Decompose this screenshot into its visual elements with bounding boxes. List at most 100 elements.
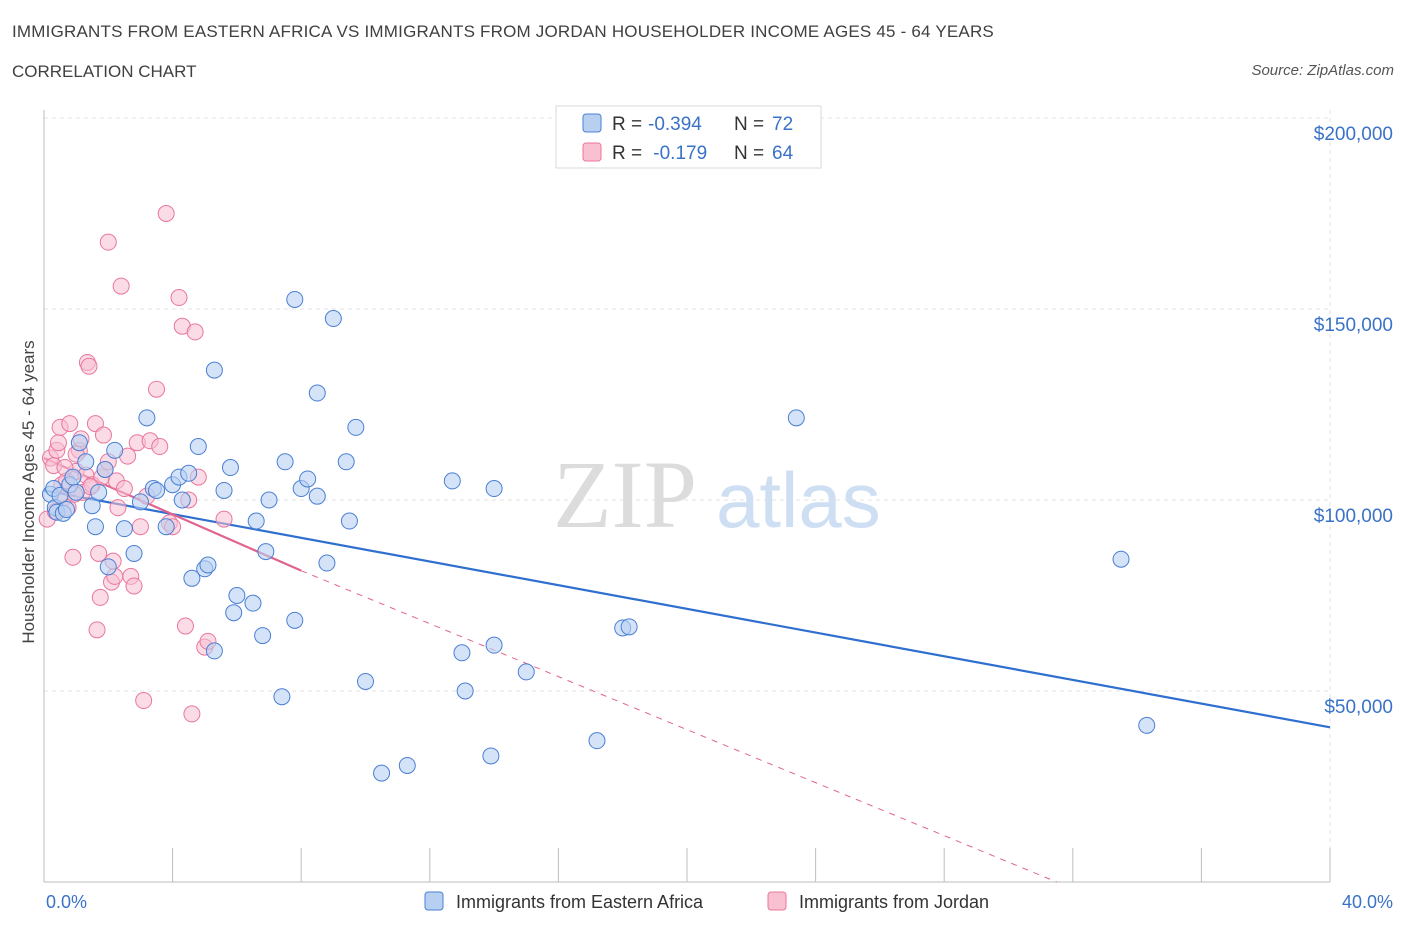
eastern-africa-point — [215, 481, 233, 499]
eastern-africa-point — [260, 491, 278, 509]
jordan-point — [91, 588, 109, 606]
eastern-africa-point — [453, 644, 471, 662]
eastern-africa-point — [308, 487, 326, 505]
legend-swatch-eastern-africa — [424, 891, 444, 911]
eastern-africa-point — [347, 418, 365, 436]
jordan-point — [215, 510, 233, 528]
eastern-africa-point — [131, 493, 149, 511]
series-eastern-africa-points — [41, 290, 1156, 782]
eastern-africa-point — [77, 453, 95, 471]
jordan-point — [135, 692, 153, 710]
x-tick-label: 0.0% — [46, 892, 87, 912]
y-axis-label: Householder Income Ages 45 - 64 years — [19, 340, 38, 643]
eastern-africa-point — [125, 544, 143, 562]
eastern-africa-point — [180, 464, 198, 482]
jordan-point — [131, 518, 149, 536]
eastern-africa-point — [1138, 716, 1156, 734]
x-tick-label: 40.0% — [1342, 892, 1393, 912]
eastern-africa-point — [337, 453, 355, 471]
jordan-point — [157, 205, 175, 222]
y-tick-label: $150,000 — [1314, 315, 1393, 336]
eastern-africa-point — [787, 409, 805, 427]
eastern-africa-point — [286, 290, 304, 308]
eastern-africa-point — [205, 361, 223, 379]
stats-legend-n-label: N = — [734, 143, 764, 164]
watermark-atlas: atlas — [716, 456, 881, 544]
y-tick-label: $200,000 — [1314, 124, 1393, 145]
y-tick-label: $50,000 — [1324, 697, 1393, 718]
jordan-point — [186, 323, 204, 341]
jordan-point — [61, 415, 79, 433]
eastern-africa-point — [286, 611, 304, 629]
eastern-africa-point — [225, 604, 243, 622]
eastern-africa-trend-line — [43, 489, 1331, 729]
stats-legend-r-label: R = — [612, 114, 642, 135]
eastern-africa-point — [588, 732, 606, 750]
eastern-africa-point — [443, 472, 461, 490]
eastern-africa-point — [373, 764, 391, 782]
eastern-africa-point — [340, 512, 358, 530]
jordan-point — [170, 289, 188, 307]
jordan-point — [125, 577, 143, 595]
eastern-africa-point — [199, 556, 217, 574]
stats-legend-n-value: 72 — [772, 114, 793, 135]
jordan-point — [94, 426, 112, 444]
stats-legend-r-value: -0.394 — [648, 114, 702, 135]
eastern-africa-point — [1112, 550, 1130, 568]
eastern-africa-point — [115, 520, 133, 538]
eastern-africa-point — [257, 543, 275, 561]
eastern-africa-point — [221, 459, 239, 477]
eastern-africa-point — [324, 310, 342, 328]
eastern-africa-point — [228, 587, 246, 604]
eastern-africa-point — [456, 682, 474, 700]
eastern-africa-point — [51, 486, 69, 504]
eastern-africa-point — [244, 594, 262, 612]
stats-legend-pink-swatch — [582, 142, 602, 162]
eastern-africa-point — [485, 636, 503, 654]
jordan-point — [109, 499, 127, 517]
x-tick-labels: 0.0% 40.0% — [46, 892, 1393, 912]
eastern-africa-point — [485, 480, 503, 498]
jordan-point — [64, 548, 82, 566]
legend-label-jordan: Immigrants from Jordan — [799, 892, 989, 912]
eastern-africa-point — [138, 409, 156, 427]
eastern-africa-point — [299, 470, 317, 488]
eastern-africa-point — [357, 672, 374, 690]
eastern-africa-point — [482, 747, 500, 765]
jordan-point — [49, 434, 67, 452]
stats-legend: R = -0.394 N = 72 R = -0.179 N = 64 — [555, 105, 822, 169]
eastern-africa-point — [183, 569, 201, 587]
eastern-africa-point — [247, 512, 265, 530]
watermark-zip: ZIP — [553, 441, 697, 548]
eastern-africa-point — [58, 501, 76, 519]
jordan-trend-extension — [301, 570, 1057, 883]
jordan-point — [176, 617, 194, 635]
eastern-africa-point — [398, 756, 416, 774]
jordan-point — [148, 380, 166, 398]
jordan-point — [183, 705, 201, 723]
eastern-africa-point — [70, 434, 88, 452]
stats-legend-r-value: -0.179 — [648, 143, 707, 164]
legend-swatch-jordan — [767, 891, 787, 911]
watermark: ZIP atlas — [553, 441, 881, 548]
eastern-africa-point — [517, 663, 535, 681]
y-tick-labels: $50,000 $100,000 $150,000 $200,000 — [1314, 124, 1393, 718]
eastern-africa-point — [64, 468, 82, 486]
jordan-point — [151, 438, 169, 456]
eastern-africa-point — [106, 441, 124, 459]
eastern-africa-point — [90, 483, 108, 501]
legend-label-eastern-africa: Immigrants from Eastern Africa — [456, 892, 704, 912]
eastern-africa-point — [273, 688, 291, 706]
eastern-africa-point — [157, 518, 175, 536]
jordan-point — [90, 544, 108, 562]
eastern-africa-point — [620, 618, 638, 636]
eastern-africa-point — [276, 453, 294, 471]
eastern-africa-point — [254, 627, 272, 645]
jordan-point — [80, 357, 98, 375]
y-tick-label: $100,000 — [1314, 506, 1393, 527]
eastern-africa-point — [318, 554, 336, 572]
eastern-africa-point — [189, 438, 207, 456]
stats-legend-r-label: R = — [612, 143, 642, 164]
jordan-point — [99, 233, 117, 251]
stats-legend-blue-swatch — [582, 113, 602, 133]
